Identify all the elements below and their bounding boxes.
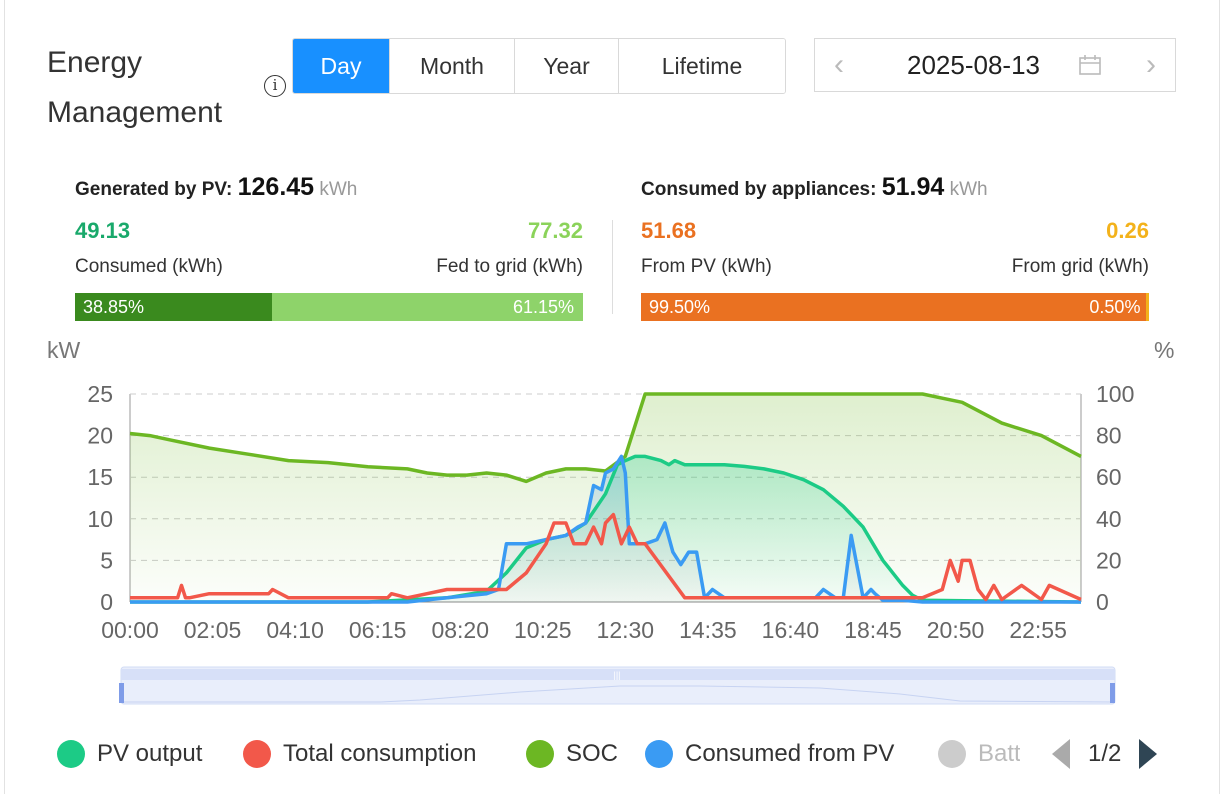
tab-month[interactable]: Month [390, 39, 515, 93]
y-tick-label: 5 [100, 547, 113, 573]
consumption-split-bar: 99.50% 0.50% [641, 293, 1149, 321]
pv-consumed-value: 49.13 [75, 218, 131, 243]
pv-split-bar: 38.85% 61.15% [75, 293, 583, 321]
title-line-1: Energy [47, 46, 143, 79]
legend-label: Batt [978, 740, 1020, 767]
x-tick-label: 18:45 [844, 617, 902, 643]
legend-pager: 1/2 [1052, 734, 1158, 774]
pv-generated-label: Generated by PV: [75, 179, 233, 200]
from-pv-value: 51.68 [641, 218, 697, 243]
calendar-icon[interactable] [1079, 55, 1101, 75]
range-slider-grip[interactable]: ||| [613, 670, 620, 680]
y2-tick-label: 100 [1096, 381, 1134, 407]
y-tick-label: 20 [87, 423, 113, 449]
from-pv-pct: 99.50% [649, 297, 711, 317]
chart-legend: PV output Total consumption SOC Consumed… [0, 734, 1228, 774]
pv-consumed-segment: 38.85% [75, 293, 273, 321]
left-axis-unit: kW [47, 337, 81, 363]
legend-dot [243, 740, 271, 768]
legend-dot [938, 740, 966, 768]
y2-tick-label: 0 [1096, 589, 1109, 615]
legend-label: Total consumption [283, 740, 477, 767]
x-tick-label: 16:40 [762, 617, 820, 643]
x-tick-label: 08:20 [431, 617, 489, 643]
from-grid-label: From grid (kWh) [1011, 256, 1149, 277]
legend-label: PV output [97, 740, 203, 767]
y-tick-label: 10 [87, 506, 113, 532]
x-tick-label: 22:55 [1009, 617, 1067, 643]
x-tick-label: 14:35 [679, 617, 737, 643]
legend-item-battery[interactable]: Batt [938, 734, 1020, 774]
legend-label: Consumed from PV [685, 740, 895, 767]
appliances-consumed-unit: kWh [949, 179, 988, 200]
pv-generated-summary: Generated by PV: 126.45 kWh [75, 173, 357, 202]
tab-year[interactable]: Year [515, 39, 619, 93]
series-line-soc [129, 392, 1082, 484]
y2-tick-label: 40 [1096, 506, 1122, 532]
appliances-consumed-total: 51.94 [881, 173, 945, 201]
range-slider-handle-bar[interactable] [121, 669, 1115, 680]
from-grid-value: 0.26 [1106, 218, 1149, 243]
x-tick-label: 12:30 [597, 617, 655, 643]
legend-dot [645, 740, 673, 768]
from-pv-segment: 99.50% 0.50% [641, 293, 1147, 321]
pv-fed-segment: 61.15% [272, 293, 583, 321]
x-tick-label: 04:10 [266, 617, 324, 643]
x-tick-label: 00:00 [101, 617, 159, 643]
series-line-total-consumption [130, 512, 1082, 602]
date-value[interactable]: 2025-08-13 [907, 50, 1040, 80]
tab-day[interactable]: Day [293, 39, 390, 93]
from-grid-pct: 0.50% [1089, 297, 1141, 317]
energy-chart: 0 5 10 15 20 25 0 20 40 60 80 100 00:00 02:05 04:10 06:… [87, 381, 1134, 705]
pv-generated-total: 126.45 [237, 173, 315, 201]
series-line-pv-output [130, 454, 1082, 604]
y-tick-label: 0 [100, 589, 113, 615]
y2-tick-label: 60 [1096, 464, 1122, 490]
from-pv-label: From PV (kWh) [641, 256, 772, 277]
right-axis-unit: % [1154, 337, 1175, 363]
period-tabs: Day Month Year Lifetime [292, 38, 786, 94]
appliances-consumed-label: Consumed by appliances: [641, 179, 877, 200]
range-slider-right-handle[interactable] [1110, 683, 1115, 703]
legend-label: SOC [566, 740, 619, 767]
tab-lifetime[interactable]: Lifetime [619, 39, 785, 93]
from-grid-segment [1146, 293, 1149, 321]
x-tick-label: 06:15 [349, 617, 407, 643]
y2-tick-label: 20 [1096, 547, 1122, 573]
info-circle-icon[interactable]: i [264, 75, 286, 97]
legend-prev-icon[interactable] [1052, 739, 1070, 769]
title-line-2: Management [47, 96, 223, 129]
chevron-left-icon[interactable]: ‹ [834, 48, 844, 81]
pv-consumed-label: Consumed (kWh) [75, 256, 223, 277]
chevron-right-icon[interactable]: › [1146, 48, 1156, 81]
y2-tick-label: 80 [1096, 423, 1122, 449]
legend-item-total-consumption[interactable]: Total consumption [243, 734, 476, 774]
legend-next-icon[interactable] [1139, 739, 1158, 769]
panel-frame [4, 0, 1220, 794]
x-tick-label: 10:25 [514, 617, 572, 643]
date-picker[interactable]: ‹ 2025-08-13 › [814, 38, 1176, 92]
legend-dot [526, 740, 554, 768]
pv-generated-unit: kWh [319, 179, 358, 200]
legend-page-indicator: 1/2 [1088, 740, 1122, 767]
y-tick-label: 25 [87, 381, 113, 407]
range-slider-preview [123, 685, 1114, 703]
legend-item-pv-output[interactable]: PV output [57, 734, 202, 774]
y-tick-label: 15 [87, 464, 113, 490]
pv-fed-label: Fed to grid (kWh) [436, 256, 583, 277]
legend-item-consumed-from-pv[interactable]: Consumed from PV [645, 734, 894, 774]
x-tick-label: 20:50 [927, 617, 985, 643]
appliances-consumed-summary: Consumed by appliances: 51.94 kWh [641, 173, 988, 202]
summary-divider [612, 220, 613, 314]
pv-fed-value: 77.32 [527, 218, 583, 243]
page-title: Energy Management [47, 38, 222, 138]
x-tick-label: 02:05 [184, 617, 242, 643]
legend-dot [57, 740, 85, 768]
legend-item-soc[interactable]: SOC [526, 734, 618, 774]
range-slider-left-handle[interactable] [119, 683, 124, 703]
